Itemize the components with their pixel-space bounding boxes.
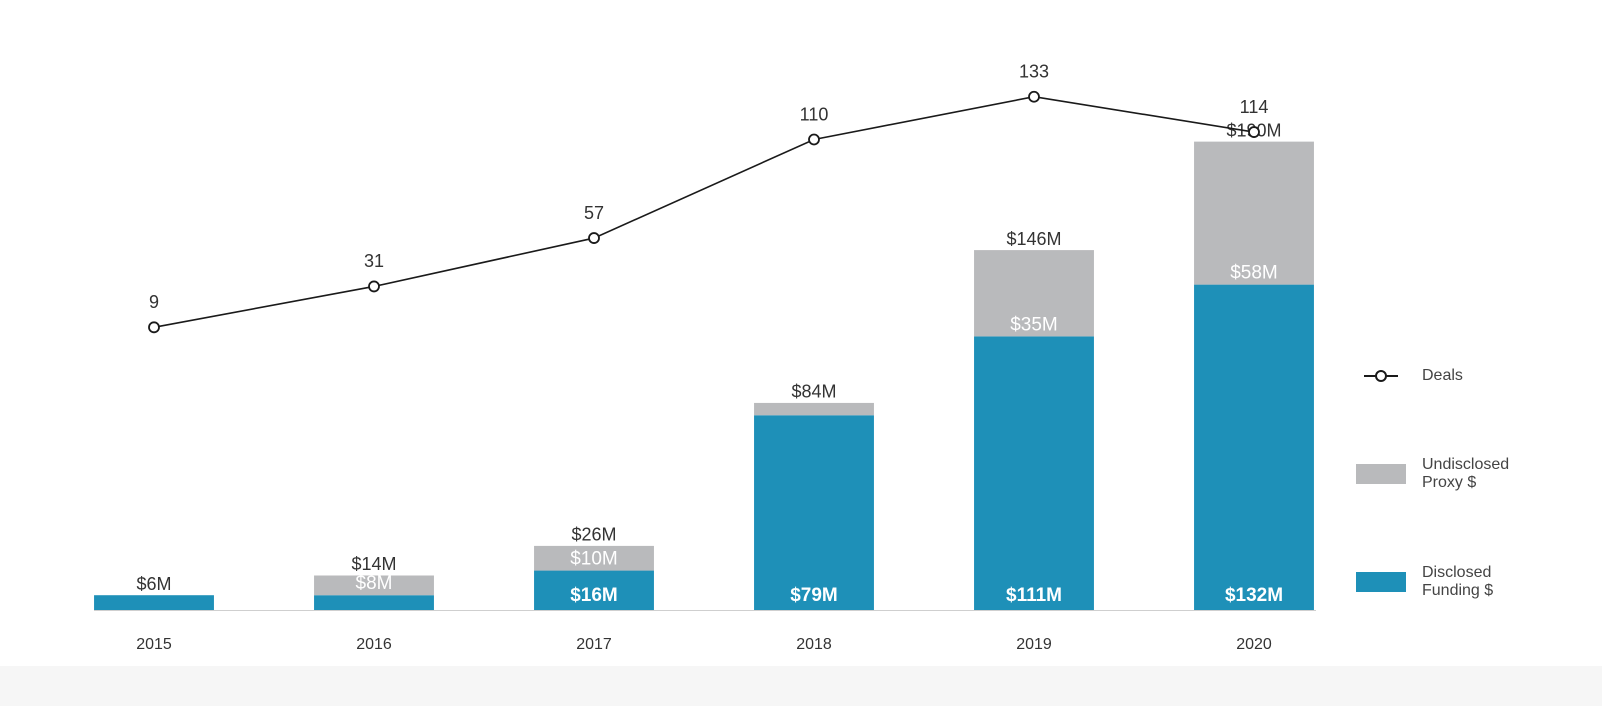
x-tick-label: 2016 — [356, 636, 392, 653]
bar-segment — [754, 402, 874, 416]
data-label: $8M — [356, 573, 393, 594]
bar-segment — [534, 545, 654, 571]
bar-segment — [1194, 284, 1314, 610]
data-label: $111M — [1006, 585, 1062, 606]
legend-label: Undisclosed Proxy $ — [1422, 456, 1510, 491]
legend-swatch — [1364, 370, 1398, 382]
footer-band — [0, 666, 1602, 706]
bar-segment — [314, 595, 434, 610]
x-tick-label: 2017 — [576, 636, 612, 653]
data-label: $132M — [1225, 585, 1283, 606]
legend-label: Disclosed Funding $ — [1422, 564, 1494, 599]
bar-segment — [314, 575, 434, 596]
deals-point — [1248, 126, 1260, 138]
legend-item: Undisclosed Proxy $ — [1356, 456, 1556, 492]
deals-point — [368, 280, 380, 293]
total-label: $146M — [1006, 229, 1061, 249]
x-tick-label: 2019 — [1016, 636, 1052, 653]
data-label: $10M — [570, 549, 618, 570]
bar-segment — [94, 595, 214, 610]
data-label: $58M — [1230, 263, 1278, 284]
bar-segment — [1194, 141, 1314, 285]
deals-label: 9 — [149, 292, 159, 312]
deals-label: 133 — [1019, 61, 1049, 81]
data-label: $35M — [1010, 314, 1058, 335]
legend-label: Deals — [1422, 367, 1463, 384]
x-tick-label: 2015 — [136, 636, 172, 653]
deals-label: 110 — [800, 104, 829, 124]
legend-swatch — [1356, 464, 1406, 484]
deals-label: 31 — [364, 251, 384, 271]
total-label: $84M — [791, 382, 836, 402]
total-label: $26M — [571, 525, 616, 545]
legend-item: Disclosed Funding $ — [1356, 564, 1556, 600]
deals-point — [1028, 90, 1040, 103]
data-label: $16M — [570, 585, 618, 606]
data-label: $79M — [790, 585, 838, 606]
deals-label: 57 — [584, 203, 604, 223]
deals-point — [148, 321, 160, 334]
bar-segment — [534, 570, 654, 610]
x-tick-label: 2018 — [796, 636, 832, 653]
x-tick-label: 2020 — [1236, 636, 1272, 653]
legend-item: Deals — [1356, 366, 1556, 386]
bar-segment — [974, 336, 1094, 610]
bar-segment — [754, 415, 874, 610]
deals-point — [808, 133, 820, 146]
total-label: $6M — [136, 574, 171, 594]
total-label: $14M — [351, 554, 396, 574]
deals-label: 114 — [1240, 97, 1269, 117]
bar-segment — [974, 250, 1094, 337]
deals-point — [588, 232, 600, 244]
deals-line — [153, 95, 1255, 329]
legend-swatch — [1356, 572, 1406, 592]
